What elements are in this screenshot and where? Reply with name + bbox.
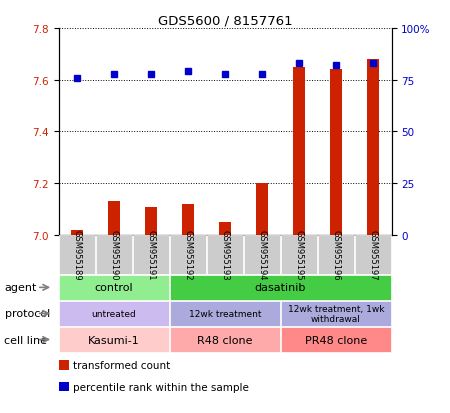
Text: GSM955193: GSM955193 [220, 230, 230, 280]
Bar [292, 68, 306, 235]
Bar [71, 230, 84, 235]
Title: GDS5600 / 8157761: GDS5600 / 8157761 [158, 15, 292, 28]
Text: untreated: untreated [92, 309, 136, 318]
Bar [181, 204, 194, 235]
Text: 12wk treatment: 12wk treatment [189, 309, 261, 318]
Text: dasatinib: dasatinib [255, 282, 306, 293]
Text: 12wk treatment, 1wk
withdrawal: 12wk treatment, 1wk withdrawal [288, 304, 384, 323]
Bar [329, 70, 342, 235]
Bar [367, 60, 379, 235]
Text: R48 clone: R48 clone [197, 335, 253, 345]
Text: Kasumi-1: Kasumi-1 [88, 335, 140, 345]
Text: GSM955190: GSM955190 [109, 230, 118, 280]
Text: GSM955195: GSM955195 [294, 230, 303, 280]
Text: cell line: cell line [4, 335, 48, 345]
Text: transformed count: transformed count [73, 360, 170, 370]
Text: PR48 clone: PR48 clone [305, 335, 367, 345]
Text: GSM955191: GSM955191 [147, 230, 156, 280]
Text: GSM955196: GSM955196 [332, 230, 341, 280]
Bar [144, 207, 158, 235]
Text: GSM955192: GSM955192 [184, 230, 193, 280]
Text: GSM955194: GSM955194 [257, 230, 266, 280]
Bar [108, 202, 121, 235]
Text: percentile rank within the sample: percentile rank within the sample [73, 382, 249, 392]
Bar [219, 223, 231, 235]
Text: agent: agent [4, 282, 37, 293]
Bar [256, 184, 269, 235]
Text: GSM955197: GSM955197 [369, 230, 378, 280]
Text: protocol: protocol [4, 309, 50, 319]
Text: control: control [94, 282, 133, 293]
Text: GSM955189: GSM955189 [72, 230, 81, 280]
